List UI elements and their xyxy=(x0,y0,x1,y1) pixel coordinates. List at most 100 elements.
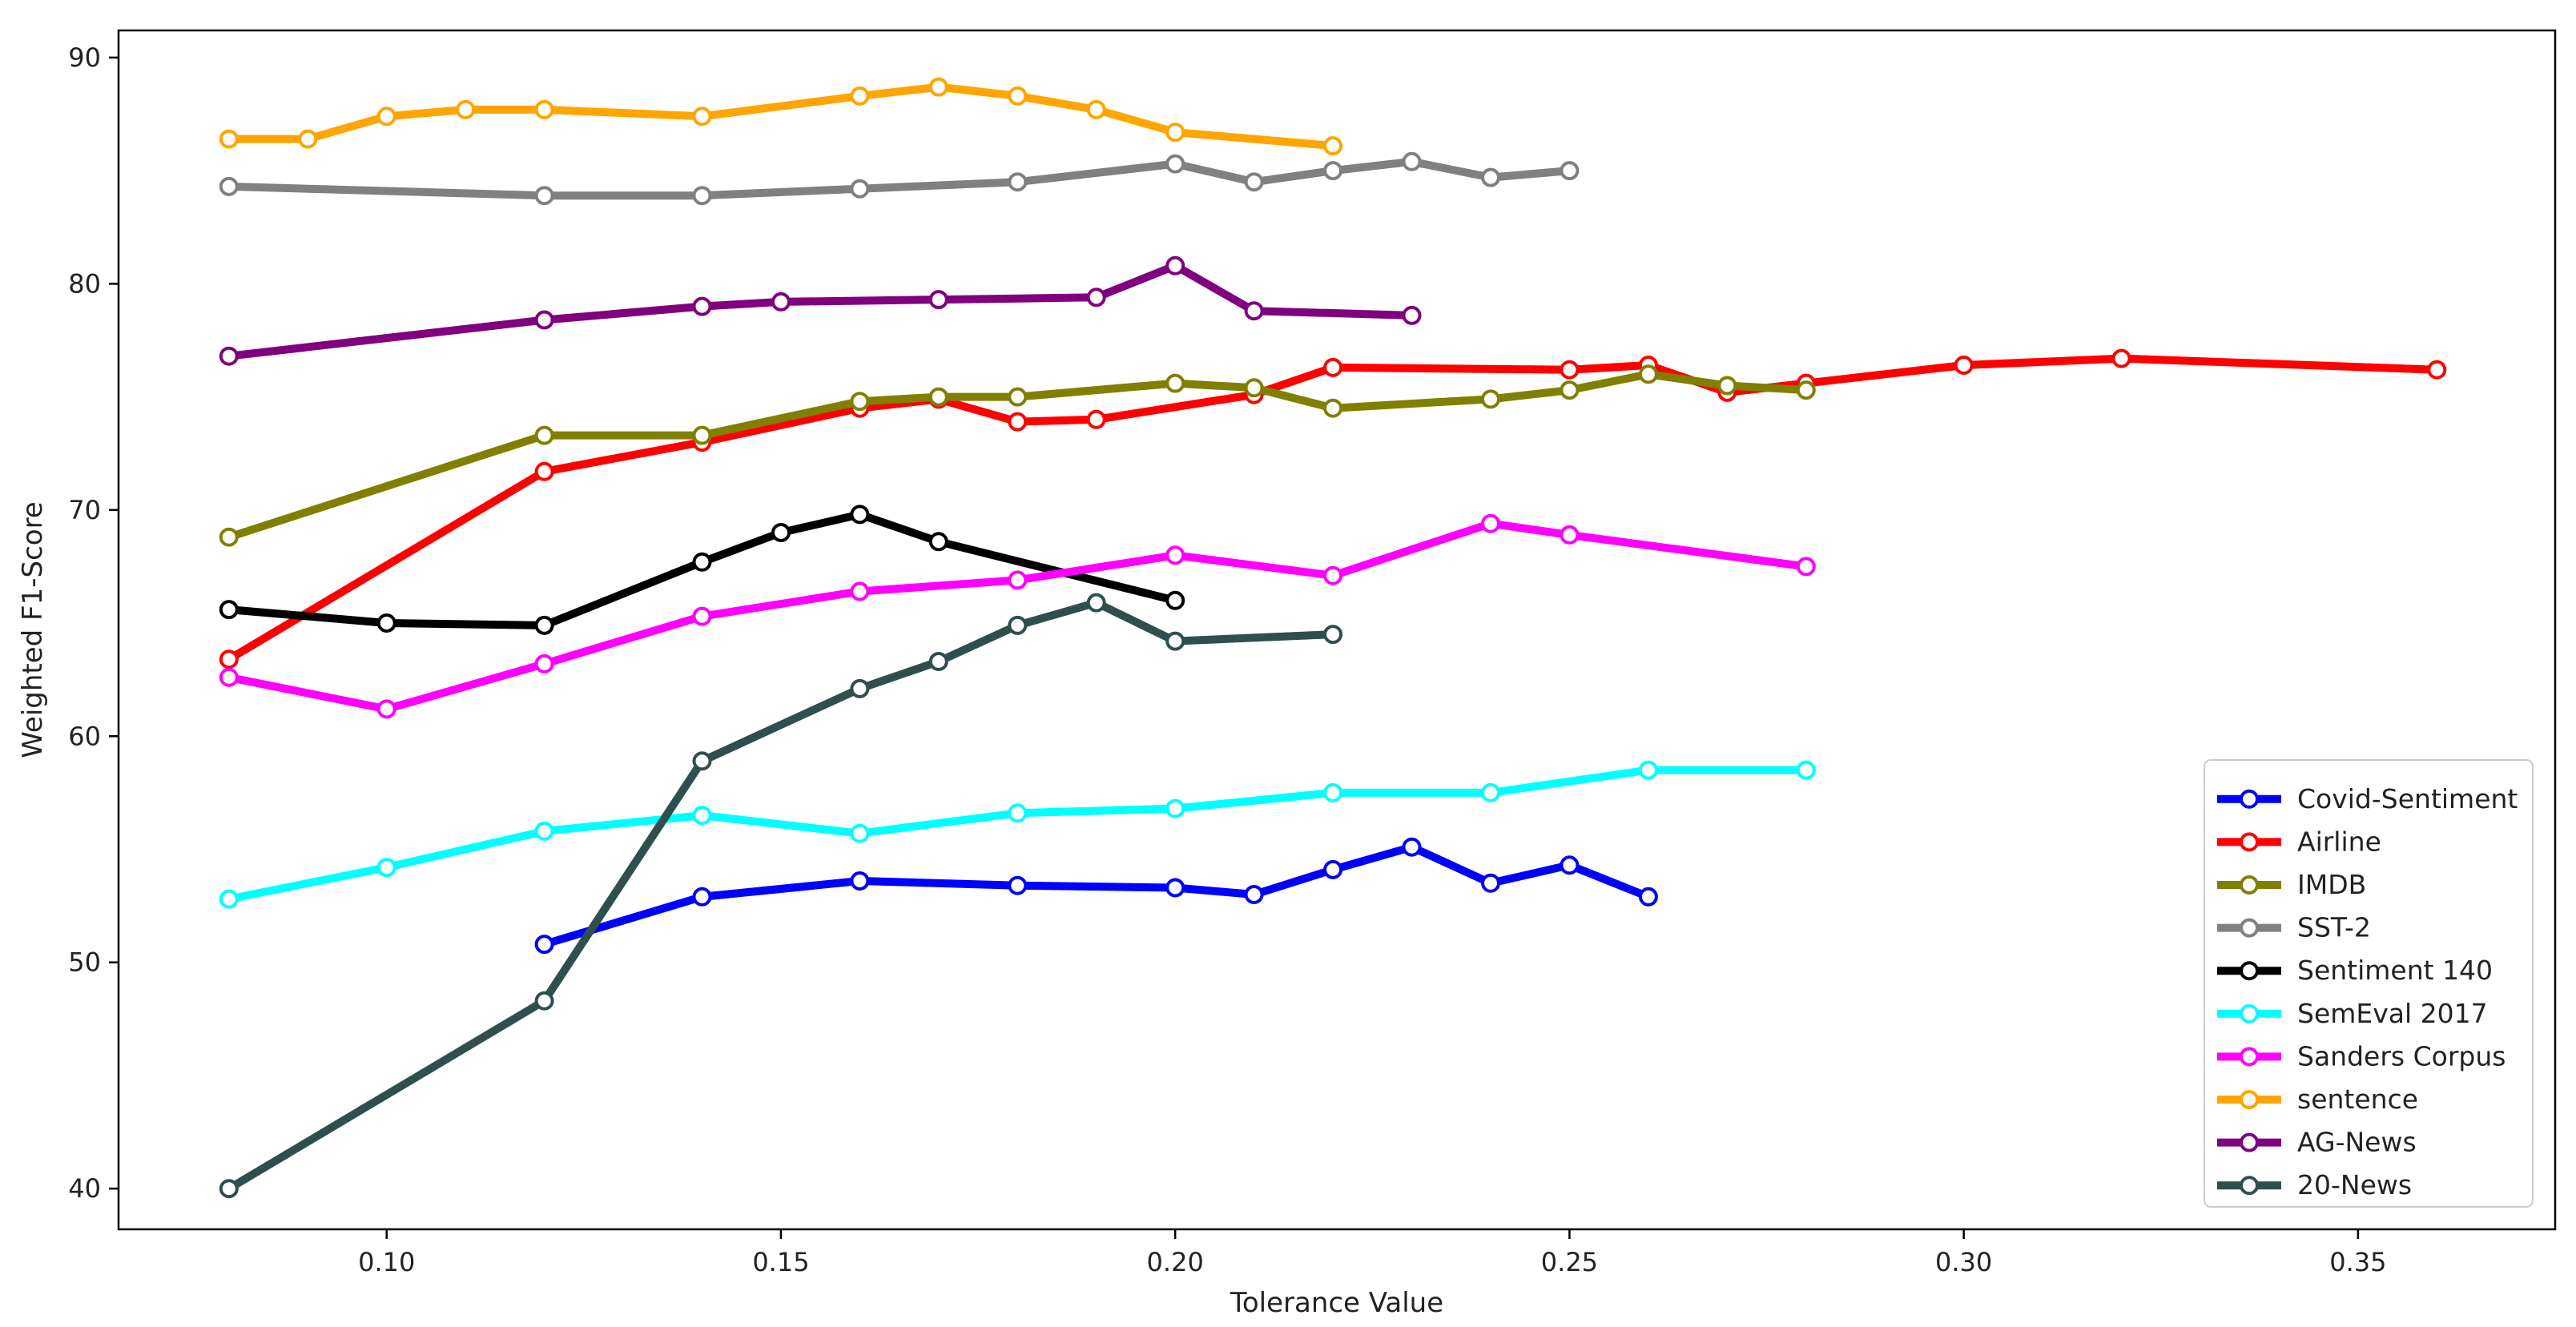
series-line xyxy=(224,82,1338,151)
legend-box xyxy=(2204,759,2534,1208)
data-point xyxy=(692,606,712,626)
series-line xyxy=(224,510,1180,629)
data-point xyxy=(692,107,712,127)
data-point xyxy=(1323,136,1343,156)
data-point xyxy=(1323,357,1343,377)
series-9 xyxy=(219,593,1343,1199)
data-point xyxy=(376,699,396,719)
data-point xyxy=(928,652,948,671)
data-point xyxy=(692,425,712,445)
data-point xyxy=(2427,360,2447,380)
data-point xyxy=(1165,123,1185,143)
legend-item: Sentiment 140 xyxy=(2217,955,2493,986)
data-point xyxy=(1560,360,1580,380)
data-point xyxy=(1165,545,1185,565)
data-point xyxy=(850,86,870,106)
data-point xyxy=(1323,782,1343,802)
data-point xyxy=(1086,593,1106,613)
data-point xyxy=(1008,875,1028,895)
y-tick-label: 60 xyxy=(68,721,101,751)
data-point xyxy=(534,653,554,674)
data-point xyxy=(1954,356,1974,375)
legend-label: Covid-Sentiment xyxy=(2297,783,2518,814)
data-point xyxy=(928,387,948,407)
legend-item: 20-News xyxy=(2217,1169,2412,1200)
data-point xyxy=(1165,373,1185,393)
data-point xyxy=(1086,409,1106,429)
data-point xyxy=(1481,167,1500,187)
series-0 xyxy=(534,837,1658,955)
data-point xyxy=(1165,878,1185,898)
data-point xyxy=(219,667,239,687)
data-point xyxy=(1638,887,1658,907)
legend-marker xyxy=(2240,875,2259,895)
data-point xyxy=(534,425,554,445)
data-point xyxy=(1560,380,1580,400)
legend-label: sentence xyxy=(2297,1084,2418,1115)
data-point xyxy=(534,991,554,1011)
data-point xyxy=(928,532,948,552)
data-point xyxy=(1008,570,1028,590)
legend: Covid-Sentiment Airline IMDB SST-2 Sentiment… xyxy=(2204,759,2534,1208)
x-tick-label: 0.35 xyxy=(2329,1247,2386,1277)
series-4 xyxy=(219,505,1185,635)
data-point xyxy=(1086,288,1106,308)
data-point xyxy=(298,129,318,149)
y-tick-label: 90 xyxy=(68,42,101,73)
y-tick-label: 80 xyxy=(68,268,101,299)
data-point xyxy=(1796,557,1816,577)
data-point xyxy=(928,290,948,310)
x-tick-label: 0.30 xyxy=(1935,1247,1992,1277)
data-point xyxy=(534,461,554,481)
data-point xyxy=(1717,376,1737,396)
legend-label: SST-2 xyxy=(2297,912,2371,943)
legend-item: Airline xyxy=(2217,826,2381,857)
data-point xyxy=(534,186,554,206)
data-point xyxy=(1481,513,1500,533)
data-point xyxy=(1008,803,1028,823)
data-point xyxy=(1008,412,1028,432)
legend-label: IMDB xyxy=(2297,869,2366,900)
series-6 xyxy=(219,513,1816,719)
x-axis-label: Tolerance Value xyxy=(1230,1287,1443,1319)
data-point xyxy=(219,527,239,547)
legend-item: sentence xyxy=(2217,1084,2418,1115)
data-point xyxy=(534,935,554,955)
data-point xyxy=(2111,348,2131,368)
series-layer xyxy=(219,77,2447,1199)
data-point xyxy=(1323,859,1343,879)
x-tick-label: 0.25 xyxy=(1541,1247,1598,1277)
data-point xyxy=(219,346,239,366)
data-point xyxy=(1165,255,1185,275)
data-point xyxy=(219,889,239,909)
data-point xyxy=(771,523,791,542)
data-point xyxy=(1008,172,1028,192)
data-point xyxy=(1323,161,1343,181)
data-point xyxy=(1560,161,1580,181)
data-point xyxy=(1323,625,1343,645)
data-point xyxy=(850,871,870,891)
data-point xyxy=(1323,398,1343,418)
legend-item: SemEval 2017 xyxy=(2217,998,2488,1029)
legend-item: Covid-Sentiment xyxy=(2217,783,2518,814)
data-point xyxy=(850,392,870,412)
data-point xyxy=(1796,380,1816,400)
data-point xyxy=(1323,565,1343,585)
data-point xyxy=(1086,99,1106,119)
data-point xyxy=(692,751,712,771)
data-point xyxy=(771,292,791,312)
data-point xyxy=(376,107,396,127)
data-point xyxy=(692,552,712,572)
data-point xyxy=(850,823,870,843)
legend-item: AG-News xyxy=(2217,1127,2417,1158)
plot-frame xyxy=(117,29,2557,1231)
data-point xyxy=(1244,885,1264,904)
x-tick-label: 0.20 xyxy=(1147,1247,1204,1277)
legend-marker xyxy=(2240,1047,2259,1067)
data-point xyxy=(692,887,712,907)
legend-label: Sentiment 140 xyxy=(2297,955,2493,986)
data-point xyxy=(456,99,476,119)
data-point xyxy=(692,806,712,826)
